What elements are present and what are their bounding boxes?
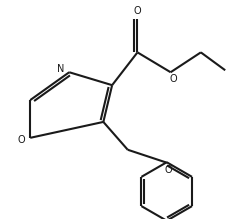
Text: O: O [170,74,177,84]
Text: O: O [164,165,172,175]
Text: O: O [133,6,141,16]
Text: O: O [17,135,25,145]
Text: N: N [57,64,64,74]
